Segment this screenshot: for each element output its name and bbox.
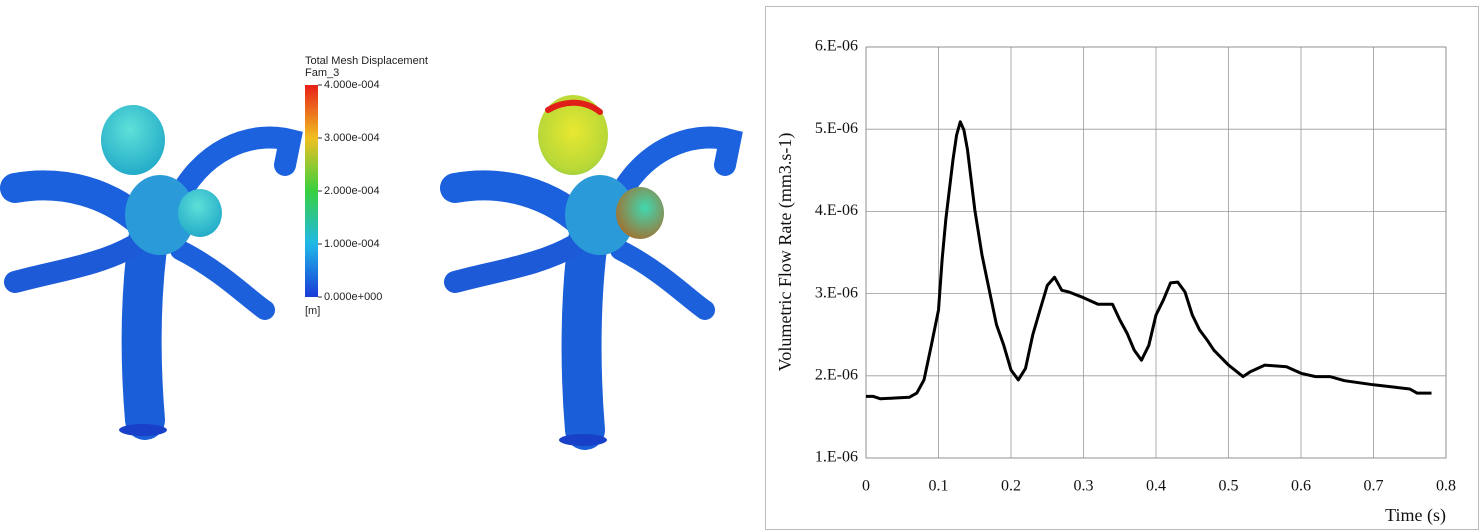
chart-frame	[765, 6, 1479, 530]
y-axis-label: Volumetric Flow Rate (mm3.s-1)	[775, 133, 796, 372]
x-tick-label: 0.1	[929, 478, 949, 495]
vessel	[561, 220, 608, 450]
vessel-model-left	[0, 105, 303, 440]
y-tick-label: 1.E-06	[815, 449, 858, 466]
y-tick-label: 3.E-06	[815, 284, 858, 301]
x-tick-label: 0.5	[1219, 478, 1239, 495]
vessel	[444, 234, 586, 293]
aneurysm	[101, 105, 165, 175]
x-tick-label: 0.8	[1436, 478, 1456, 495]
vessel-junction	[125, 175, 195, 255]
colorbar-unit: [m]	[305, 305, 320, 317]
x-tick-label: 0.3	[1074, 478, 1094, 495]
vessel	[164, 126, 303, 216]
colorbar-tick-label: 3.000e-004	[324, 132, 380, 144]
y-tick-label: 4.E-06	[815, 202, 858, 219]
aneurysm	[616, 187, 664, 239]
x-tick-label: 0.6	[1291, 478, 1311, 495]
colorbar-tick-label: 0.000e+000	[324, 291, 382, 303]
aneurysm	[178, 189, 222, 237]
vessel	[170, 240, 275, 320]
colorbar-title: Total Mesh Displacement	[305, 55, 428, 67]
colorbar-tick-label: 2.000e-004	[324, 185, 380, 197]
vessel-end	[119, 424, 167, 436]
flow-rate-line	[866, 120, 1432, 401]
y-tick-label: 6.E-06	[815, 38, 858, 55]
vessel	[121, 220, 168, 440]
x-tick-label: 0.2	[1001, 478, 1021, 495]
high-displacement	[545, 99, 603, 115]
x-axis-label: Time (s)	[1385, 505, 1446, 526]
colorbar-tick-label: 1.000e-004	[324, 238, 380, 250]
y-tick-label: 5.E-06	[815, 120, 858, 137]
vessel-model-right	[440, 95, 743, 450]
colorbar-tick-label: 4.000e-004	[324, 79, 380, 91]
vessel	[610, 240, 715, 320]
vessel	[604, 126, 743, 216]
colorbar-scale	[305, 85, 318, 297]
colorbar: Total Mesh Displacement Fam_3 [m]	[305, 55, 428, 317]
vessel	[4, 234, 146, 293]
aneurysm	[538, 95, 608, 175]
colorbar-subtitle: Fam_3	[305, 67, 339, 79]
vessel-end	[559, 434, 607, 446]
x-tick-label: 0	[862, 478, 870, 495]
x-tick-label: 0.4	[1146, 478, 1166, 495]
y-tick-label: 2.E-06	[815, 366, 858, 383]
plot-area	[865, 46, 1447, 459]
vessel-junction	[565, 175, 635, 255]
x-tick-label: 0.7	[1364, 478, 1384, 495]
